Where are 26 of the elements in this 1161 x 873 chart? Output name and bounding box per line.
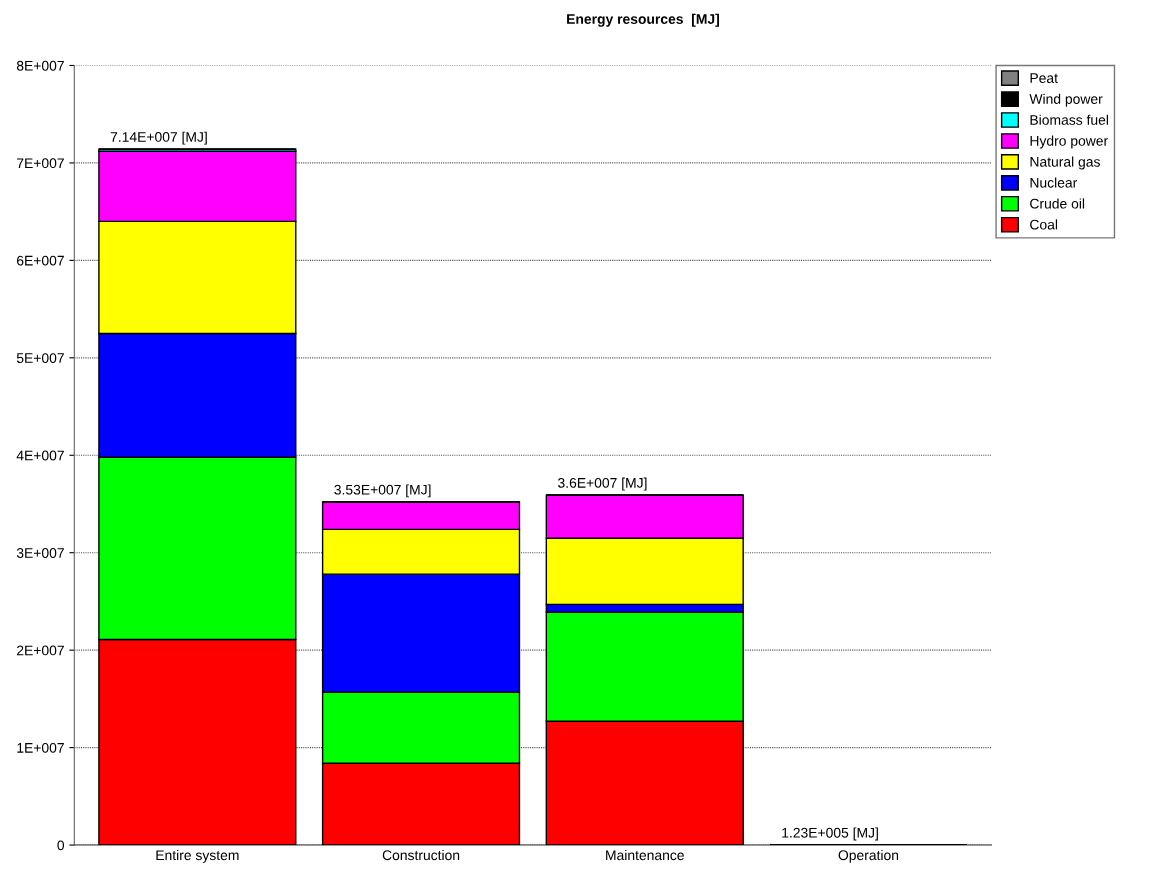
y-tick-label: 1E+007 xyxy=(17,742,64,753)
legend-label: Nuclear xyxy=(1030,177,1078,188)
y-tick-label: 5E+007 xyxy=(16,353,64,363)
x-tick-label: Operation xyxy=(838,849,899,863)
y-tick-label: 8E+007 xyxy=(16,60,64,71)
x-tick-label: Entire system xyxy=(156,849,239,863)
legend-label: Wind power xyxy=(1029,93,1103,107)
legend-label: Biomass fuel xyxy=(1030,114,1108,125)
legend-label: Crude oil xyxy=(1030,198,1085,209)
y-tick-label: 7E+007 xyxy=(17,158,64,169)
legend-label: Peat xyxy=(1030,73,1058,83)
legend-label: Coal xyxy=(1030,219,1058,230)
total-label: 3.6E+007 [MJ] xyxy=(558,477,647,491)
total-label: 1.23E+005 [MJ] xyxy=(782,827,878,841)
y-tick-label: 3E+007 xyxy=(16,548,64,558)
x-tick-label: Maintenance xyxy=(606,849,684,861)
x-tick-label: Construction xyxy=(382,849,460,861)
y-tick-label: 2E+007 xyxy=(17,645,64,656)
legend-label: Natural gas xyxy=(1030,156,1100,170)
legend-label: Hydro power xyxy=(1030,135,1108,149)
total-label: 3.53E+007 [MJ] xyxy=(334,484,431,498)
y-tick-label: 6E+007 xyxy=(17,255,64,266)
chart-title: Energy resources [MJ] xyxy=(567,13,719,27)
y-tick-label: 0 xyxy=(57,840,65,851)
y-tick-label: 4E+007 xyxy=(16,450,64,461)
total-label: 7.14E+007 [MJ] xyxy=(110,131,207,145)
